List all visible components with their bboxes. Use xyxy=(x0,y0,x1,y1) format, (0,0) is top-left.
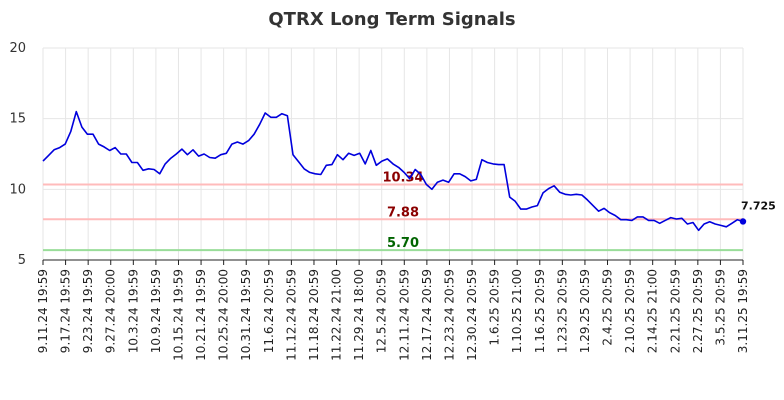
x-tick-label: 1.16.25 20:59 xyxy=(533,269,547,353)
last-point-marker xyxy=(739,218,747,225)
x-tick-label: 1.10.25 21:00 xyxy=(510,269,524,353)
x-tick-label: 12.30.24 20:59 xyxy=(465,269,479,361)
price-line xyxy=(42,110,744,232)
x-tick-label: 10.25.24 20:00 xyxy=(217,269,231,361)
x-axis: 9.11.24 19:59 9.17.24 19:59 9.23.24 19:59 9… xyxy=(36,259,750,361)
x-tick-label: 11.29.24 18:00 xyxy=(352,269,366,361)
reference-line-label: 5.70 xyxy=(387,236,419,251)
y-tick-label: 10 xyxy=(9,182,26,197)
x-tick-label: 11.6.24 20:59 xyxy=(262,269,276,353)
reference-lines: 10.34 7.88 5.70 xyxy=(43,171,743,252)
grid xyxy=(42,47,744,261)
x-tick-label: 2.21.25 20:59 xyxy=(668,269,682,353)
x-tick-label: 12.23.24 20:59 xyxy=(442,269,456,361)
chart-title: QTRX Long Term Signals xyxy=(268,9,515,30)
annotations: 7.725 xyxy=(739,199,776,225)
y-axis: 5 10 15 20 xyxy=(9,41,26,268)
reference-line-label: 7.88 xyxy=(387,205,419,220)
x-tick-label: 1.6.25 20:59 xyxy=(488,269,502,346)
last-value-label: 7.725 xyxy=(741,199,776,212)
x-tick-label: 10.3.24 19:59 xyxy=(126,269,140,353)
x-tick-label: 2.4.25 20:59 xyxy=(601,269,615,346)
series-group xyxy=(42,110,744,232)
x-tick-label: 3.11.25 19:59 xyxy=(736,269,750,353)
x-tick-label: 11.12.24 20:59 xyxy=(284,269,298,361)
x-tick-label: 12.5.24 20:59 xyxy=(375,269,389,353)
x-tick-label: 9.23.24 19:59 xyxy=(81,269,95,353)
x-tick-label: 9.11.24 19:59 xyxy=(36,269,50,353)
x-tick-label: 2.27.25 20:59 xyxy=(691,269,705,353)
x-tick-label: 10.21.24 19:59 xyxy=(194,269,208,361)
x-tick-label: 11.22.24 21:00 xyxy=(330,269,344,361)
x-tick-label: 1.23.25 20:59 xyxy=(555,269,569,353)
x-tick-label: 9.27.24 20:00 xyxy=(104,269,118,353)
x-tick-label: 2.10.25 20:59 xyxy=(623,269,637,353)
x-tick-label: 11.18.24 20:59 xyxy=(307,269,321,361)
y-tick-label: 5 xyxy=(18,253,26,268)
x-tick-label: 10.15.24 19:59 xyxy=(171,269,185,361)
x-tick-label: 3.5.25 20:59 xyxy=(713,269,727,346)
y-tick-label: 15 xyxy=(9,112,26,127)
reference-line-label: 10.34 xyxy=(382,171,423,186)
x-tick-label: 12.11.24 20:59 xyxy=(397,269,411,361)
x-tick-label: 10.31.24 19:59 xyxy=(239,269,253,361)
x-tick-label: 9.17.24 19:59 xyxy=(59,269,73,353)
y-tick-label: 20 xyxy=(9,41,26,56)
x-tick-label: 10.9.24 19:59 xyxy=(149,269,163,353)
x-tick-label: 2.14.25 21:00 xyxy=(646,269,660,353)
x-tick-label: 1.29.25 20:59 xyxy=(578,269,592,353)
x-tick-label: 12.17.24 20:59 xyxy=(420,269,434,361)
